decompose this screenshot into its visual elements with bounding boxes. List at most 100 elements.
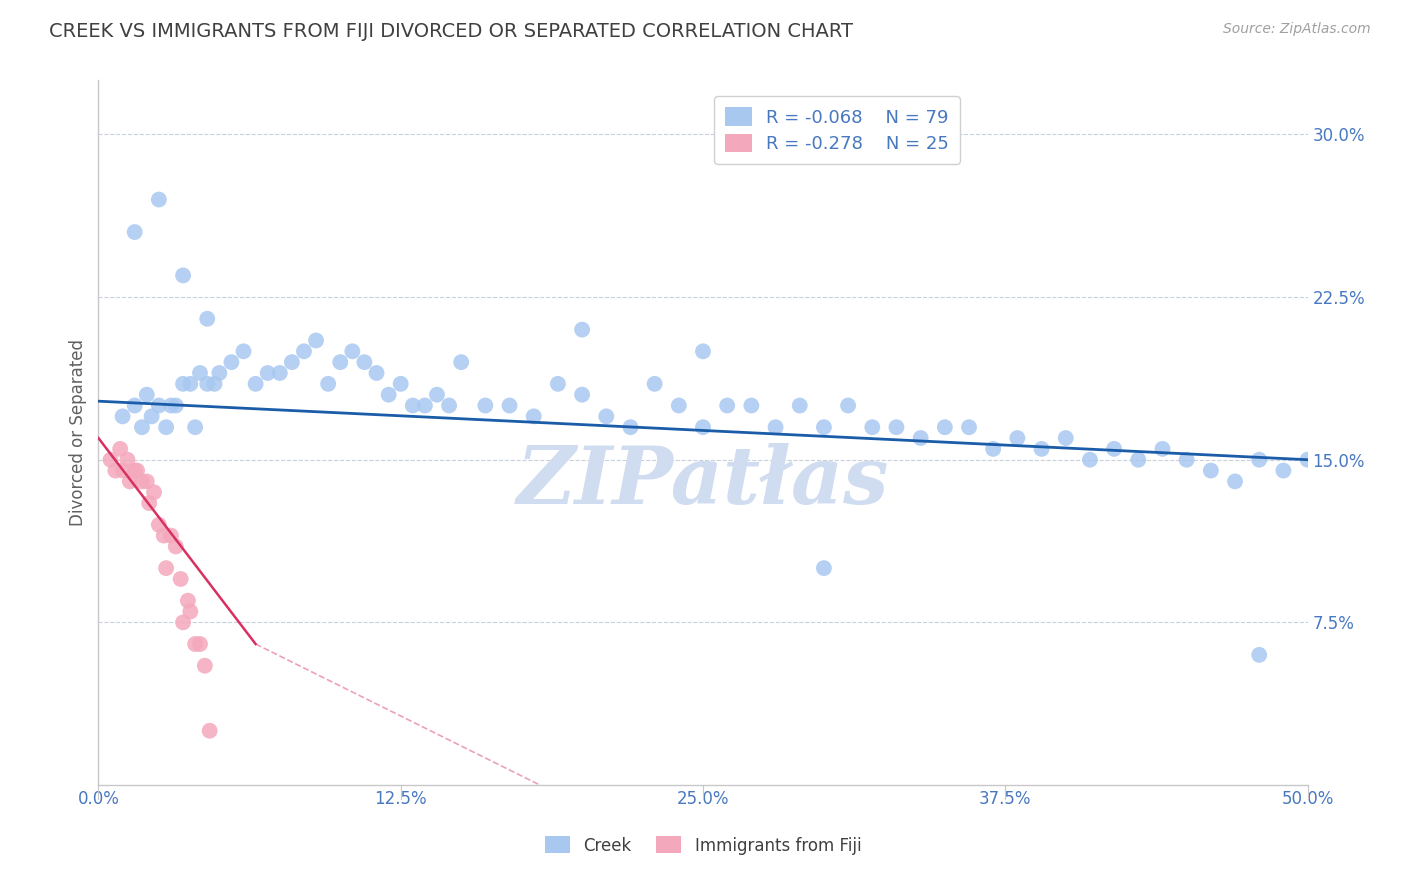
Point: [1272, 464, 1295, 478]
Point: [127, 464, 149, 478]
Point: [124, 464, 146, 478]
Point: [195, 376, 218, 391]
Point: [353, 355, 375, 369]
Point: [498, 399, 520, 413]
Point: [305, 334, 328, 348]
Point: [668, 399, 690, 413]
Point: [474, 399, 496, 413]
Point: [765, 420, 787, 434]
Point: [135, 475, 157, 489]
Point: [160, 399, 183, 413]
Point: [1249, 648, 1271, 662]
Point: [179, 376, 201, 391]
Point: [389, 376, 412, 391]
Point: [692, 420, 714, 434]
Point: [198, 723, 221, 738]
Point: [1175, 452, 1198, 467]
Point: [155, 420, 177, 434]
Point: [179, 605, 201, 619]
Point: [1054, 431, 1077, 445]
Point: [148, 193, 170, 207]
Point: [1007, 431, 1029, 445]
Legend: Creek, Immigrants from Fiji: Creek, Immigrants from Fiji: [538, 830, 868, 861]
Point: [143, 485, 166, 500]
Point: [402, 399, 425, 413]
Point: [104, 464, 127, 478]
Point: [111, 409, 134, 424]
Point: [118, 475, 141, 489]
Point: [716, 399, 738, 413]
Point: [184, 420, 207, 434]
Point: [188, 637, 211, 651]
Point: [740, 399, 762, 413]
Point: [269, 366, 291, 380]
Point: [165, 399, 187, 413]
Point: [194, 658, 217, 673]
Point: [184, 637, 207, 651]
Point: [155, 561, 177, 575]
Text: ZIPatłas: ZIPatłas: [517, 443, 889, 521]
Point: [813, 561, 835, 575]
Point: [426, 387, 449, 401]
Point: [208, 366, 231, 380]
Point: [450, 355, 472, 369]
Point: [813, 420, 835, 434]
Point: [160, 528, 183, 542]
Point: [1199, 464, 1222, 478]
Point: [571, 323, 593, 337]
Point: [1223, 475, 1246, 489]
Point: [789, 399, 811, 413]
Point: [111, 464, 134, 478]
Text: CREEK VS IMMIGRANTS FROM FIJI DIVORCED OR SEPARATED CORRELATION CHART: CREEK VS IMMIGRANTS FROM FIJI DIVORCED O…: [49, 22, 853, 41]
Point: [437, 399, 460, 413]
Point: [221, 355, 243, 369]
Point: [172, 376, 194, 391]
Point: [256, 366, 278, 380]
Point: [245, 376, 267, 391]
Point: [523, 409, 546, 424]
Point: [131, 475, 153, 489]
Point: [619, 420, 641, 434]
Point: [135, 387, 157, 401]
Point: [547, 376, 569, 391]
Text: Source: ZipAtlas.com: Source: ZipAtlas.com: [1223, 22, 1371, 37]
Point: [910, 431, 932, 445]
Point: [232, 344, 254, 359]
Y-axis label: Divorced or Separated: Divorced or Separated: [69, 339, 87, 526]
Point: [188, 366, 211, 380]
Point: [1031, 442, 1053, 456]
Point: [169, 572, 191, 586]
Point: [981, 442, 1004, 456]
Point: [148, 399, 170, 413]
Point: [172, 615, 194, 630]
Point: [108, 442, 131, 456]
Point: [1128, 452, 1150, 467]
Point: [124, 225, 146, 239]
Point: [316, 376, 339, 391]
Point: [413, 399, 436, 413]
Point: [886, 420, 908, 434]
Point: [148, 517, 170, 532]
Point: [934, 420, 956, 434]
Point: [1152, 442, 1174, 456]
Point: [195, 311, 218, 326]
Point: [571, 387, 593, 401]
Point: [152, 528, 174, 542]
Point: [172, 268, 194, 283]
Point: [342, 344, 364, 359]
Point: [131, 420, 153, 434]
Point: [1102, 442, 1125, 456]
Point: [117, 452, 139, 467]
Point: [281, 355, 304, 369]
Point: [595, 409, 617, 424]
Point: [100, 452, 122, 467]
Point: [837, 399, 859, 413]
Point: [141, 409, 163, 424]
Point: [1296, 452, 1319, 467]
Point: [957, 420, 980, 434]
Point: [377, 387, 399, 401]
Point: [165, 540, 187, 554]
Point: [1078, 452, 1101, 467]
Point: [124, 399, 146, 413]
Point: [366, 366, 388, 380]
